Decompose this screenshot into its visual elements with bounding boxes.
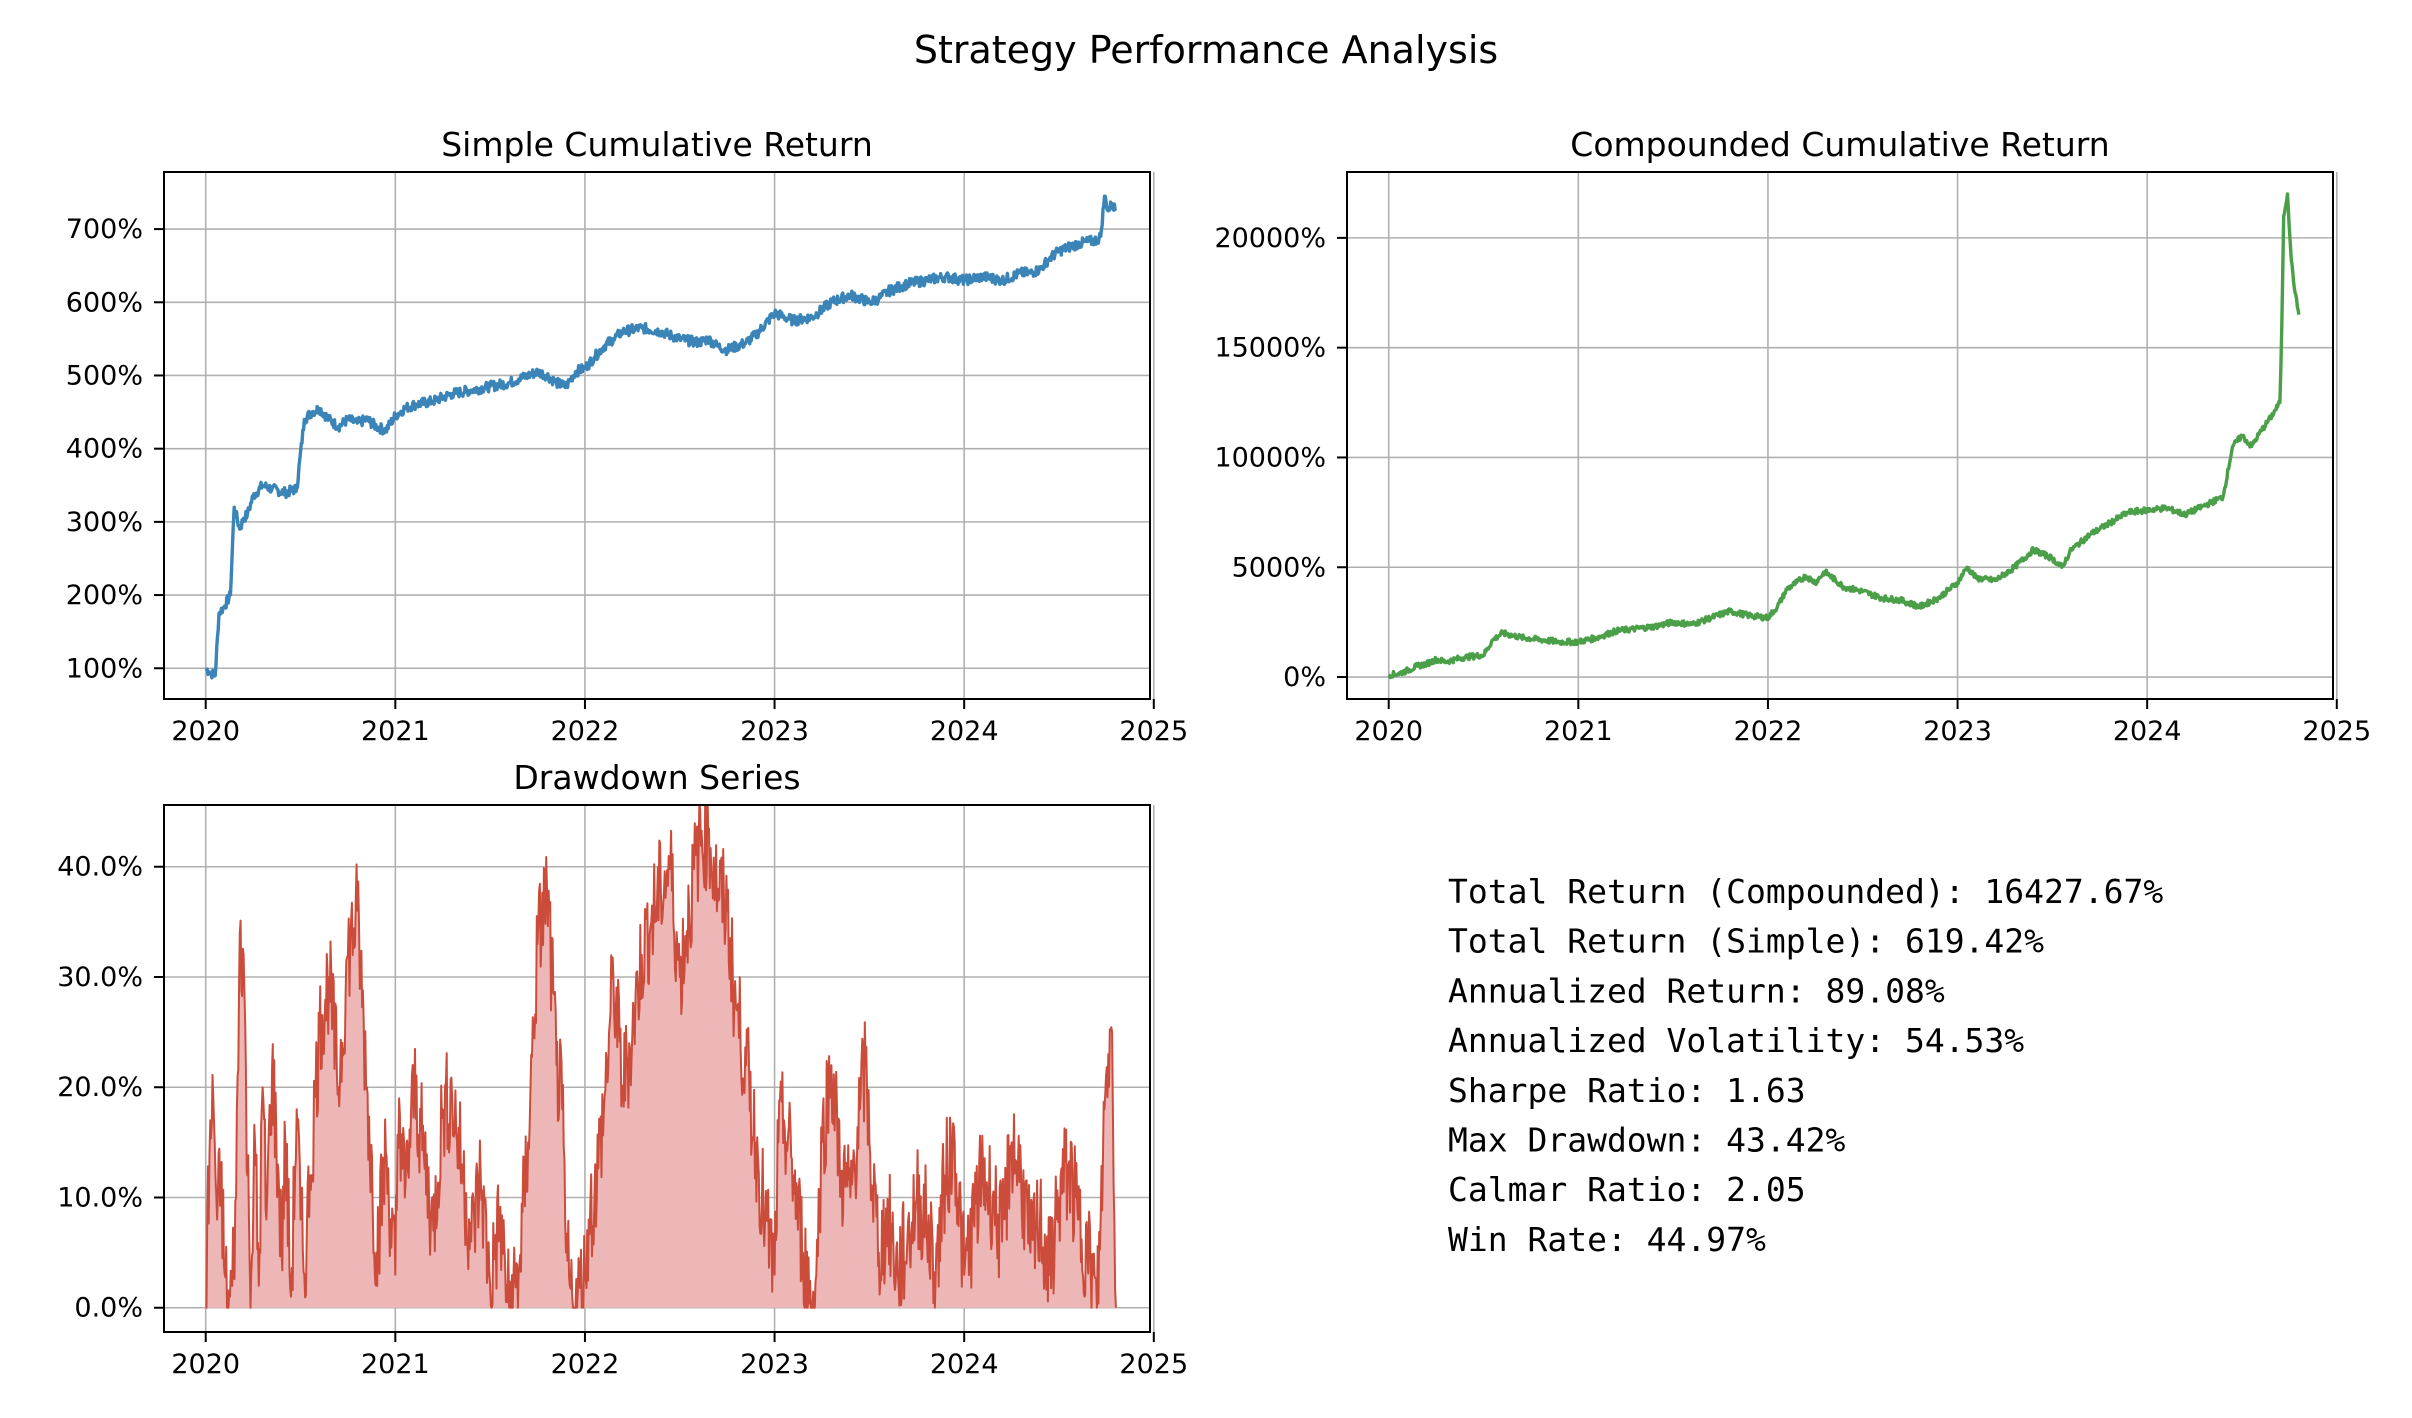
y-tick-label: 30.0% [57,962,143,993]
compounded-return-panel: Compounded Cumulative Return 2020 2021 2022… [1214,125,2371,747]
x-tick-label: 2021 [361,1349,430,1380]
stat-line: Calmar Ratio: 2.05 [1448,1170,1806,1209]
simple-axes-frame [163,171,1151,700]
y-tick-label: 20000% [1214,223,1326,254]
stat-line: Total Return (Compounded): 16427.67% [1448,872,2163,911]
y-tick-label: 0% [1283,662,1326,693]
x-tick-label: 2021 [361,716,430,747]
x-tick-label: 2025 [2302,716,2371,747]
stat-line: Win Rate: 44.97% [1448,1220,1766,1259]
x-tick-label: 2024 [930,716,999,747]
compounded-axes-frame [1346,171,2334,700]
stat-line: Annualized Volatility: 54.53% [1448,1021,2024,1060]
drawdown-area-fill [205,805,1116,1308]
x-tick-label: 2023 [740,716,809,747]
stats-summary: Total Return (Compounded): 16427.67% Tota… [1448,872,2163,1259]
y-tick-label: 10.0% [57,1182,143,1213]
x-tick-label: 2023 [740,1349,809,1380]
stat-line: Max Drawdown: 43.42% [1448,1121,1845,1160]
x-tick-label: 2023 [1923,716,1992,747]
simple-chart-title: Simple Cumulative Return [441,125,873,164]
drawdown-panel: Drawdown Series 2020 2021 2022 2023 2024 2025 0… [57,758,1188,1380]
y-tick-label: 5000% [1232,552,1326,583]
y-tick-label: 15000% [1214,333,1326,364]
y-tick-label: 100% [66,653,143,684]
drawdown-series-line [205,805,1117,1309]
y-tick-label: 400% [66,434,143,465]
stat-line: Annualized Return: 89.08% [1448,971,1945,1010]
y-tick-label: 500% [66,360,143,391]
drawdown-axes-frame [163,804,1151,1333]
stat-line: Sharpe Ratio: 1.63 [1448,1071,1806,1110]
compounded-chart-title: Compounded Cumulative Return [1570,125,2109,164]
simple-series-line [204,194,1118,680]
x-tick-label: 2025 [1119,716,1188,747]
x-tick-label: 2024 [930,1349,999,1380]
y-tick-label: 200% [66,580,143,611]
y-tick-label: 600% [66,287,143,318]
y-tick-label: 40.0% [57,852,143,883]
y-tick-label: 0.0% [74,1293,143,1324]
x-tick-label: 2022 [1734,716,1803,747]
x-tick-label: 2020 [171,1349,240,1380]
figure-title: Strategy Performance Analysis [914,28,1498,72]
y-tick-label: 300% [66,507,143,538]
x-tick-label: 2022 [551,1349,620,1380]
stat-line: Total Return (Simple): 619.42% [1448,922,2044,961]
drawdown-chart-title: Drawdown Series [513,758,800,797]
simple-series-group [204,194,1118,680]
simple-return-panel: Simple Cumulative Return 2020 2021 2022 2023… [66,125,1188,747]
x-tick-label: 2020 [1354,716,1423,747]
x-tick-label: 2020 [171,716,240,747]
compounded-series-line [1387,192,2301,680]
x-tick-label: 2022 [551,716,620,747]
y-tick-label: 10000% [1214,442,1326,473]
compounded-series-group [1387,192,2301,680]
y-tick-label: 700% [66,214,143,245]
drawdown-series-group [205,805,1117,1309]
x-tick-label: 2021 [1544,716,1613,747]
x-tick-label: 2025 [1119,1349,1188,1380]
y-tick-label: 20.0% [57,1072,143,1103]
x-tick-label: 2024 [2113,716,2182,747]
